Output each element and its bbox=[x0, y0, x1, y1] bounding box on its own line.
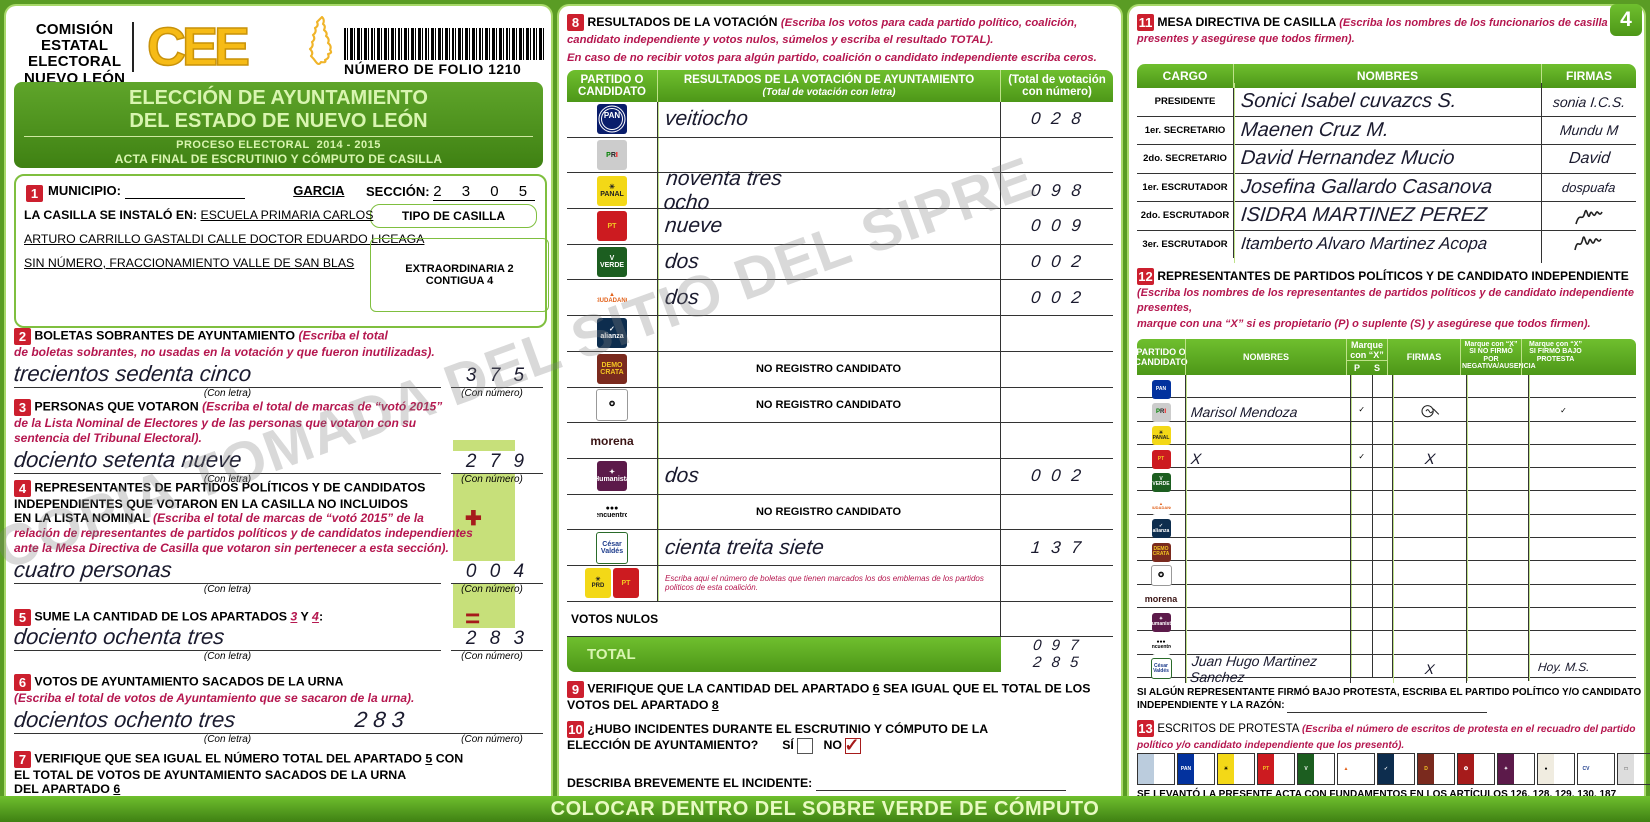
svg-text:PAN: PAN bbox=[604, 111, 621, 120]
